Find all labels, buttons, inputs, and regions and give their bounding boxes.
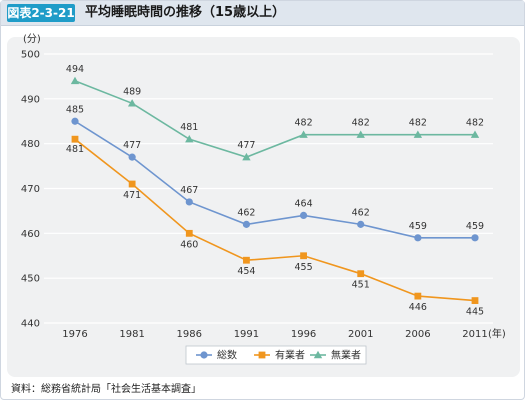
data-label: 459: [466, 221, 484, 232]
data-label: 477: [123, 140, 141, 151]
data-label: 445: [466, 307, 484, 318]
data-label: 455: [295, 262, 313, 273]
y-tick-label: 500: [21, 50, 40, 61]
data-label: 471: [123, 190, 141, 201]
x-tick-label: 1996: [291, 329, 316, 340]
x-tick-label: 1981: [119, 329, 144, 340]
data-label: 489: [123, 86, 141, 97]
data-point: [127, 99, 137, 107]
data-point: [242, 220, 251, 228]
data-point: [299, 130, 308, 138]
legend-label: 無業者: [331, 349, 361, 362]
x-tick-label: 2006: [405, 329, 430, 340]
x-tick-label: 1986: [177, 329, 202, 340]
data-point: [357, 270, 365, 278]
data-label: 485: [66, 104, 84, 115]
data-point: [471, 297, 479, 304]
legend-marker: [200, 351, 208, 359]
data-point: [300, 252, 307, 260]
x-axis-unit: (年): [488, 327, 506, 340]
data-point: [470, 130, 480, 138]
plot-background: [7, 37, 520, 377]
series-line-有業者: [74, 138, 476, 302]
x-tick-label: 1976: [62, 329, 87, 340]
y-tick-label: 460: [21, 229, 40, 240]
y-axis-unit: (分): [23, 33, 41, 45]
data-label: 482: [295, 118, 313, 129]
data-point: [357, 220, 365, 228]
series-line-総数: [74, 120, 475, 239]
line-chart: 440 450 460 470 480 490 500 (分) 1976 1981 1986 1991…: [21, 33, 506, 365]
data-label: 459: [409, 221, 427, 232]
legend-marker: [258, 351, 266, 359]
y-tick-label: 480: [21, 139, 40, 150]
data-point: [414, 234, 422, 242]
data-label: 467: [180, 185, 198, 196]
legend-label: 総数: [217, 349, 237, 362]
figure-header: 図表2-3-21 平均睡眠時間の推移（15歳以上）: [1, 1, 524, 26]
data-point: [414, 292, 422, 300]
legend-box: [185, 345, 367, 365]
data-point: [185, 134, 194, 143]
data-point: [243, 256, 250, 264]
x-tick-label: 2001: [348, 329, 373, 340]
data-label: 462: [237, 207, 255, 218]
data-point: [128, 180, 136, 188]
data-label: 454: [237, 266, 255, 277]
data-point: [128, 153, 136, 161]
x-tick-label: 2011: [462, 329, 487, 340]
data-point: [413, 130, 423, 138]
data-label: 451: [352, 280, 370, 291]
data-label: 481: [66, 144, 84, 155]
data-point: [185, 198, 193, 206]
data-point: [70, 76, 80, 85]
data-label: 464: [295, 198, 313, 209]
data-point: [71, 135, 79, 143]
data-label: 460: [180, 239, 198, 250]
series-line-無業者: [74, 80, 475, 158]
data-label: 481: [180, 122, 198, 133]
data-label: 477: [237, 140, 255, 151]
data-point: [71, 117, 79, 125]
data-point: [242, 152, 251, 161]
legend-label: 有業者: [275, 349, 305, 362]
data-point: [471, 234, 479, 242]
data-label: 482: [466, 118, 484, 129]
data-label: 482: [409, 118, 427, 129]
data-point: [185, 229, 193, 237]
x-tick-label: 1991: [234, 329, 259, 340]
figure-title: 平均睡眠時間の推移（15歳以上）: [85, 5, 286, 20]
data-point: [299, 211, 308, 219]
data-label: 446: [409, 302, 427, 313]
y-tick-label: 470: [21, 184, 40, 195]
data-label: 462: [352, 207, 370, 218]
data-point: [356, 130, 365, 138]
source-note: 資料：総務省統計局「社会生活基本調査」: [11, 384, 201, 395]
data-label: 494: [66, 64, 84, 75]
y-tick-label: 490: [21, 94, 40, 105]
legend-marker: [313, 350, 323, 359]
y-tick-label: 450: [21, 274, 40, 285]
figure-number-badge: 図表2-3-21: [7, 4, 75, 22]
data-label: 482: [352, 118, 370, 129]
y-tick-label: 440: [21, 319, 40, 330]
